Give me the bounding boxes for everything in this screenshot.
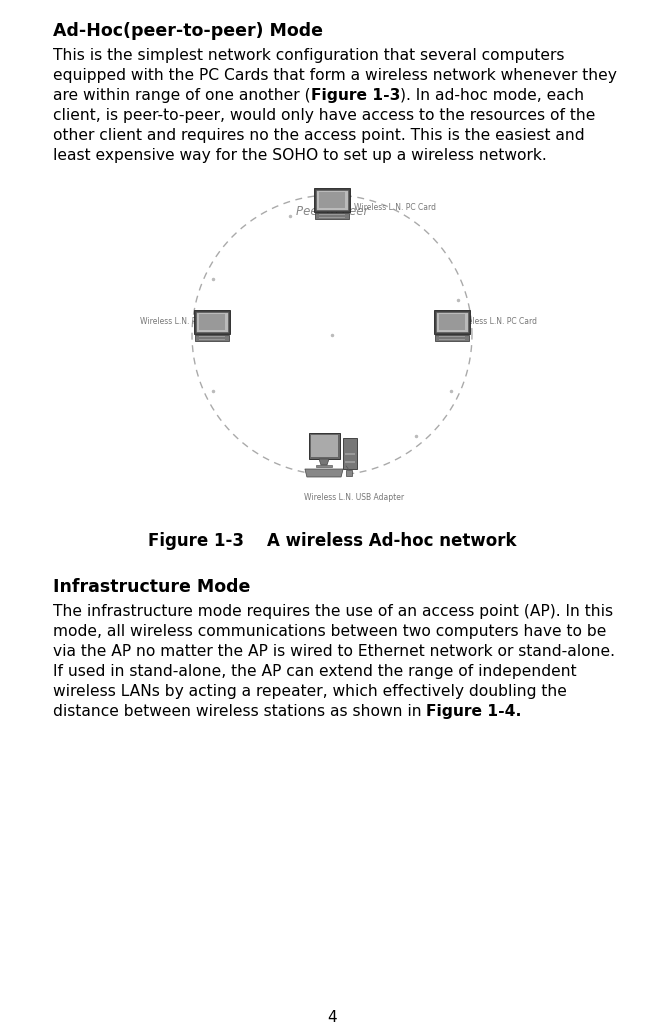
Text: Figure 1-3    A wireless Ad-hoc network: Figure 1-3 A wireless Ad-hoc network [148, 533, 517, 550]
Polygon shape [435, 335, 469, 341]
Text: distance between wireless stations as shown in: distance between wireless stations as sh… [53, 703, 426, 719]
Polygon shape [200, 314, 225, 330]
Polygon shape [311, 436, 338, 457]
Text: wireless LANs by acting a repeater, which effectively doubling the: wireless LANs by acting a repeater, whic… [53, 684, 567, 699]
Polygon shape [194, 310, 229, 334]
Text: Figure 1-4.: Figure 1-4. [426, 703, 522, 719]
Polygon shape [319, 459, 329, 465]
Polygon shape [199, 339, 225, 340]
Polygon shape [346, 470, 352, 476]
Text: If used in stand-alone, the AP can extend the range of independent: If used in stand-alone, the AP can exten… [53, 664, 577, 679]
Text: client, is peer-to-peer, would only have access to the resources of the: client, is peer-to-peer, would only have… [53, 108, 595, 123]
Text: Wireless L.N. PC Card: Wireless L.N. PC Card [455, 316, 537, 325]
Polygon shape [319, 214, 345, 215]
Text: are within range of one another (: are within range of one another ( [53, 88, 311, 103]
Polygon shape [319, 193, 344, 208]
Polygon shape [440, 314, 465, 330]
Polygon shape [344, 453, 355, 455]
Text: equipped with the PC Cards that form a wireless network whenever they: equipped with the PC Cards that form a w… [53, 68, 617, 83]
Polygon shape [319, 216, 345, 217]
Text: The infrastructure mode requires the use of an access point (AP). In this: The infrastructure mode requires the use… [53, 604, 613, 619]
Text: 4: 4 [328, 1010, 337, 1025]
Text: Peer to Peer: Peer to Peer [296, 205, 368, 218]
Polygon shape [317, 191, 348, 210]
Polygon shape [199, 336, 225, 337]
Text: Wireless L.N. PC Card: Wireless L.N. PC Card [140, 316, 222, 325]
Polygon shape [344, 461, 355, 464]
Text: least expensive way for the SOHO to set up a wireless network.: least expensive way for the SOHO to set … [53, 148, 547, 163]
Text: This is the simplest network configuration that several computers: This is the simplest network configurati… [53, 48, 565, 63]
Polygon shape [436, 312, 467, 332]
Text: Wireless L.N. PC Card: Wireless L.N. PC Card [354, 203, 436, 211]
Polygon shape [342, 439, 357, 469]
Text: ). In ad-hoc mode, each: ). In ad-hoc mode, each [400, 88, 584, 103]
Polygon shape [196, 312, 227, 332]
Text: mode, all wireless communications between two computers have to be: mode, all wireless communications betwee… [53, 624, 606, 639]
Polygon shape [305, 469, 343, 477]
Text: Ad-Hoc(peer-to-peer) Mode: Ad-Hoc(peer-to-peer) Mode [53, 22, 323, 40]
Text: Wireless L.N. USB Adapter: Wireless L.N. USB Adapter [304, 492, 404, 502]
Text: Figure 1-3: Figure 1-3 [311, 88, 400, 103]
Polygon shape [439, 336, 465, 337]
Text: other client and requires no the access point. This is the easiest and: other client and requires no the access … [53, 128, 585, 143]
Polygon shape [195, 335, 229, 341]
Polygon shape [434, 310, 469, 334]
Polygon shape [315, 188, 350, 212]
Polygon shape [309, 434, 340, 459]
Polygon shape [315, 213, 349, 219]
Polygon shape [439, 339, 465, 340]
Polygon shape [316, 465, 332, 467]
Text: Infrastructure Mode: Infrastructure Mode [53, 578, 251, 596]
Text: via the AP no matter the AP is wired to Ethernet network or stand-alone.: via the AP no matter the AP is wired to … [53, 644, 615, 659]
